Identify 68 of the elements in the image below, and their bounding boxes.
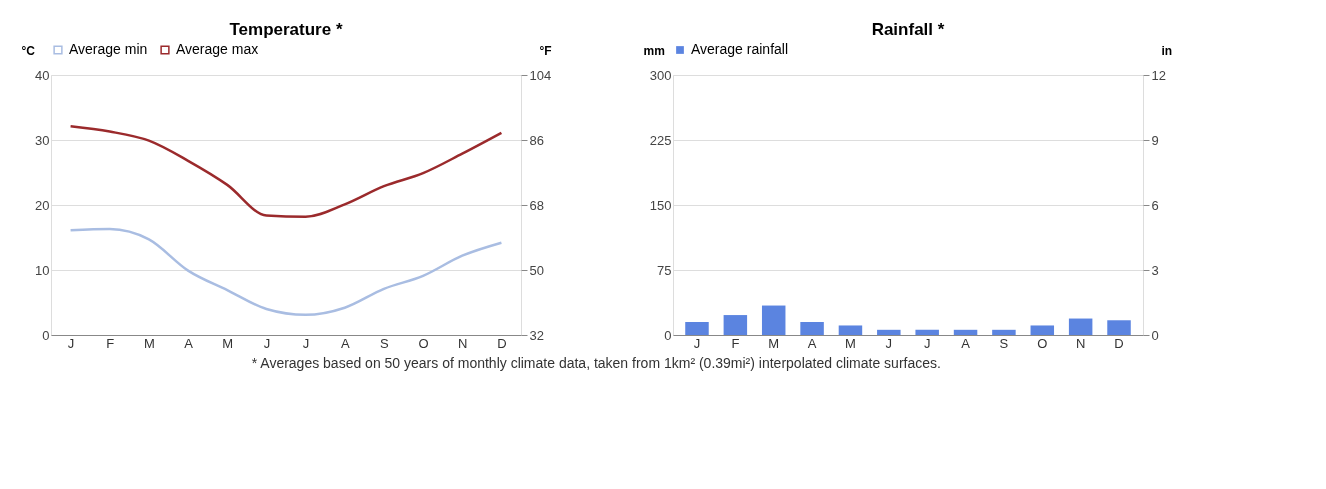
bar (723, 315, 748, 335)
x-tick-label: M (143, 335, 155, 351)
x-tick-label: J (302, 335, 310, 351)
x-tick-label: N (458, 335, 468, 351)
bar (800, 322, 824, 335)
y-tick-label: 0 (664, 327, 672, 343)
y-tick-label: 10 (35, 262, 50, 278)
y-tick-label: 0 (42, 327, 50, 343)
line-series (69, 125, 503, 218)
x-tick-label: F (106, 335, 115, 351)
x-tick-label: O (1037, 335, 1048, 351)
y2-tick-label: 32 (529, 327, 544, 343)
x-tick-label: M (222, 335, 234, 351)
bar (953, 329, 978, 335)
x-tick-label: J (67, 335, 75, 351)
x-tick-label: J (693, 335, 701, 351)
y2-tick-label: 86 (529, 132, 544, 148)
x-tick-label: A (961, 335, 971, 351)
bar (838, 325, 863, 335)
legend-label: Average min (69, 41, 148, 57)
x-tick-label: N (1075, 335, 1086, 351)
y-tick-label: 300 (649, 67, 672, 83)
y2-tick-label: 68 (529, 197, 544, 213)
chart-title: Temperature * (229, 20, 343, 39)
y2-tick-label: 3 (1151, 262, 1159, 278)
line-series (69, 227, 503, 317)
x-tick-label: F (731, 335, 740, 351)
bar (685, 322, 709, 335)
bar (761, 305, 786, 335)
x-tick-label: O (418, 335, 429, 351)
legend-label: Average max (176, 41, 259, 57)
bar (1107, 320, 1131, 335)
x-tick-label: J (263, 335, 271, 351)
x-tick-label: M (845, 335, 856, 351)
y2-axis-title: in (1161, 43, 1173, 58)
y2-tick-label: 9 (1151, 132, 1159, 148)
y2-tick-label: 12 (1151, 67, 1166, 83)
y2-axis-title: °F (539, 43, 552, 58)
bar (1068, 318, 1093, 335)
x-tick-label: A (807, 335, 817, 351)
x-tick-label: S (999, 335, 1009, 351)
bar (992, 329, 1016, 335)
y2-tick-label: 104 (529, 67, 552, 83)
y-tick-label: 30 (35, 132, 50, 148)
y-tick-label: 225 (649, 132, 672, 148)
bar (915, 329, 939, 335)
bar (877, 329, 901, 335)
legend-label: Average rainfall (691, 41, 789, 57)
x-tick-label: D (497, 335, 507, 351)
y2-tick-label: 6 (1151, 197, 1159, 213)
y-tick-label: 40 (35, 67, 50, 83)
bar (1030, 325, 1055, 335)
x-tick-label: S (380, 335, 390, 351)
y-axis-title: mm (643, 43, 665, 58)
x-tick-label: J (885, 335, 893, 351)
x-tick-label: D (1114, 335, 1124, 351)
y-tick-label: 20 (35, 197, 50, 213)
y-tick-label: 75 (657, 262, 672, 278)
chart-title: Rainfall * (871, 20, 945, 39)
x-tick-label: A (340, 335, 350, 351)
x-tick-label: M (768, 335, 780, 351)
x-tick-label: J (923, 335, 931, 351)
x-tick-label: A (184, 335, 194, 351)
text: * Averages based on 50 years of monthly climate data, taken from 1km² (0.39mi²) interpolated climate surfaces. (251, 354, 941, 371)
y2-tick-label: 50 (529, 262, 544, 278)
y2-tick-label: 0 (1151, 327, 1159, 343)
y-tick-label: 150 (649, 197, 672, 213)
y-axis-title: °C (21, 43, 36, 58)
